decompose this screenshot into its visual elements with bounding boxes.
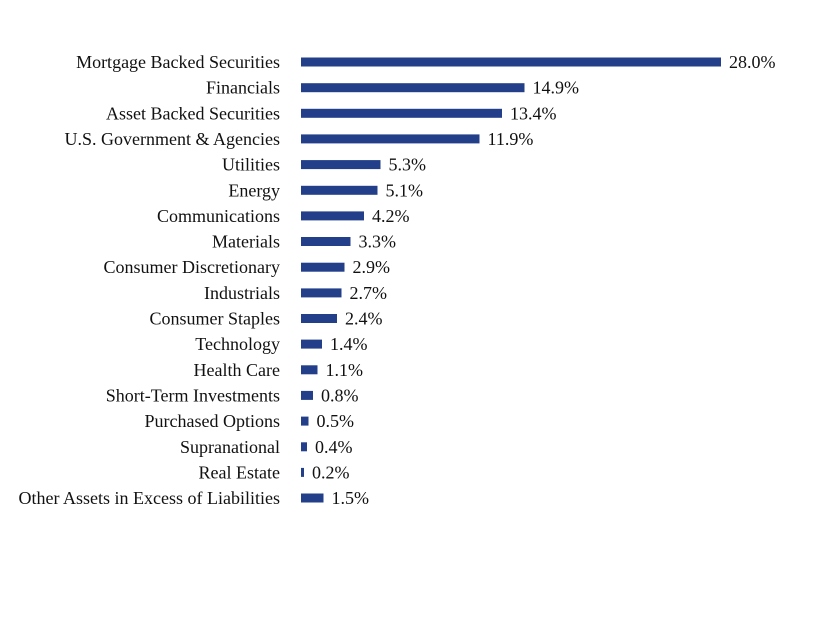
bar-supranational	[301, 442, 307, 452]
category-labels-group: Mortgage Backed Securities Financials Asse…	[19, 52, 280, 508]
category-label-financials: Financials	[206, 78, 280, 98]
value-label-mortgage-backed-securities: 28.0%	[729, 52, 776, 72]
category-label-real-estate: Real Estate	[199, 462, 280, 482]
value-label-industrials: 2.7%	[350, 283, 388, 303]
value-label-real-estate: 0.2%	[312, 462, 350, 482]
bar-short-term-investments	[301, 390, 313, 400]
bar-purchased-options	[301, 416, 309, 426]
value-label-consumer-staples: 2.4%	[345, 309, 383, 329]
value-label-supranational: 0.4%	[315, 437, 353, 457]
category-label-materials: Materials	[212, 232, 280, 252]
bar-consumer-discretionary	[301, 262, 345, 272]
category-label-communications: Communications	[157, 206, 280, 226]
category-label-u-s-government-and-agencies: U.S. Government & Agencies	[65, 129, 280, 149]
value-label-u-s-government-and-agencies: 11.9%	[488, 129, 534, 149]
category-label-industrials: Industrials	[204, 283, 280, 303]
category-label-other-assets-in-excess-of-liabilities: Other Assets in Excess of Liabilities	[19, 488, 280, 508]
bars-group	[301, 57, 721, 503]
bar-industrials	[301, 288, 342, 298]
value-label-asset-backed-securities: 13.4%	[510, 103, 557, 123]
value-label-health-care: 1.1%	[326, 360, 364, 380]
category-label-utilities: Utilities	[222, 155, 280, 175]
bar-materials	[301, 237, 351, 246]
value-label-utilities: 5.3%	[389, 155, 427, 175]
value-labels-group: 28.0% 14.9% 13.4% 11.9% 5.3% 5.1% 4.2% 3.3% 2.9%…	[312, 52, 776, 508]
value-label-energy: 5.1%	[386, 180, 424, 200]
bar-u-s-government-and-agencies	[301, 134, 480, 144]
value-label-consumer-discretionary: 2.9%	[353, 257, 391, 277]
category-label-mortgage-backed-securities: Mortgage Backed Securities	[76, 52, 280, 72]
bar-financials	[301, 83, 525, 93]
bar-communications	[301, 211, 364, 221]
bar-real-estate	[301, 467, 304, 477]
value-label-purchased-options: 0.5%	[317, 411, 355, 431]
bar-health-care	[301, 365, 318, 375]
category-label-technology: Technology	[195, 334, 280, 354]
bar-mortgage-backed-securities	[301, 57, 721, 67]
value-label-financials: 14.9%	[533, 78, 580, 98]
value-label-short-term-investments: 0.8%	[321, 385, 359, 405]
value-label-materials: 3.3%	[359, 232, 397, 252]
category-label-purchased-options: Purchased Options	[145, 411, 280, 431]
category-label-short-term-investments: Short-Term Investments	[106, 385, 280, 405]
category-label-consumer-staples: Consumer Staples	[150, 309, 281, 329]
value-label-communications: 4.2%	[372, 206, 410, 226]
value-label-other-assets-in-excess-of-liabilities: 1.5%	[332, 488, 370, 508]
bar-asset-backed-securities	[301, 108, 502, 118]
value-label-technology: 1.4%	[330, 334, 368, 354]
category-label-supranational: Supranational	[180, 437, 280, 457]
bar-utilities	[301, 160, 381, 170]
category-label-health-care: Health Care	[194, 360, 280, 380]
category-label-asset-backed-securities: Asset Backed Securities	[106, 103, 280, 123]
category-label-consumer-discretionary: Consumer Discretionary	[104, 257, 280, 277]
category-label-energy: Energy	[228, 180, 280, 200]
bar-energy	[301, 185, 378, 195]
bar-consumer-staples	[301, 314, 337, 323]
bar-technology	[301, 339, 322, 349]
bar-other-assets-in-excess-of-liabilities	[301, 493, 324, 503]
